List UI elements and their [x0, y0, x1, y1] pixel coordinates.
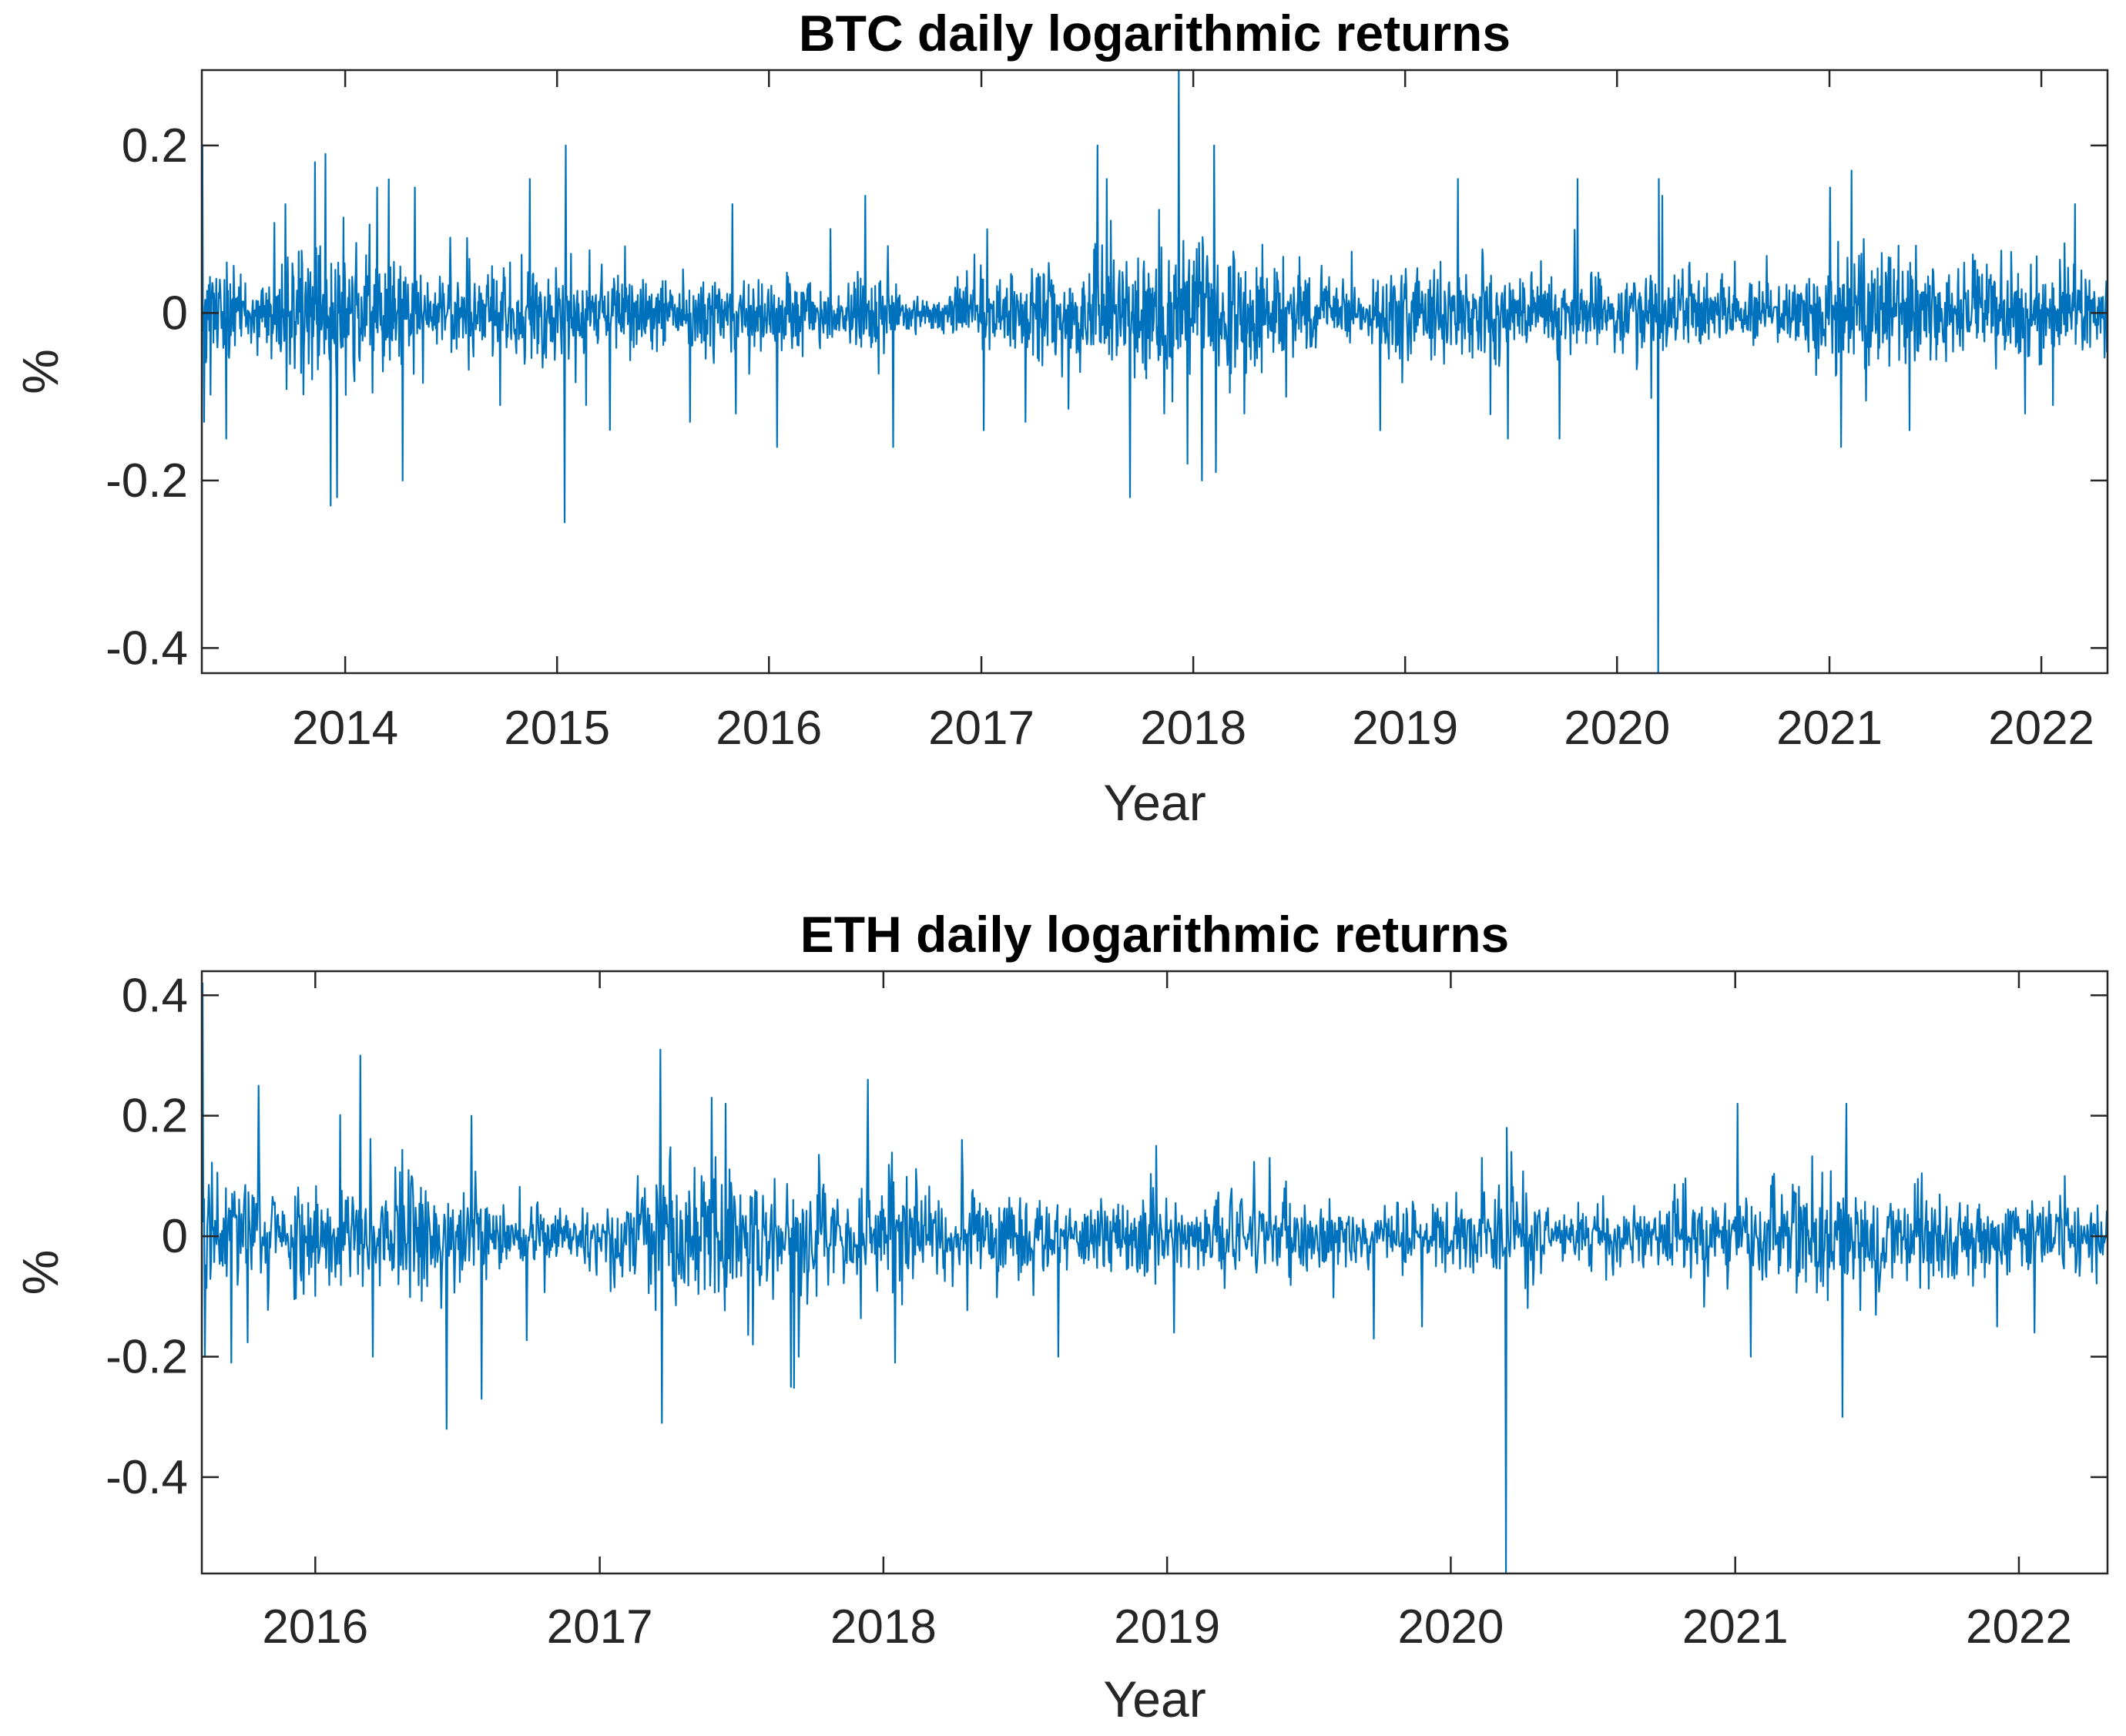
panel-0-xtick-label-2017: 2017: [928, 702, 1034, 755]
panel-0-xlabel: Year: [1103, 774, 1206, 831]
btc-panel: BTC daily logarithmic returns 2014 2015 201…: [12, 5, 2109, 831]
panel-1-ylabel: %: [12, 1250, 69, 1295]
panel-0-xtick-label-2020: 2020: [1564, 702, 1670, 755]
panel-0-xtick-label-2015: 2015: [504, 702, 610, 755]
panel-0-ylabel: %: [12, 349, 69, 394]
panel-0-xtick-label-2014: 2014: [292, 702, 398, 755]
panel-1-ytick-label-4: -0.4: [106, 1451, 188, 1504]
panel-1-xtick-label-2016: 2016: [262, 1600, 368, 1654]
panel-0-xtick-label-2021: 2021: [1776, 702, 1883, 755]
panel-1-ytick-label-0: 0.4: [122, 969, 188, 1022]
panel-1-ytick-label-3: -0.2: [106, 1330, 188, 1383]
panel-1-axes-box: [200, 970, 2109, 1575]
panel-1-xtick-label-2021: 2021: [1682, 1600, 1789, 1654]
panel-1-xtick-label-2017: 2017: [547, 1600, 653, 1654]
panel-0-ytick-label-3: -0.4: [106, 622, 188, 675]
panel-1-series-line: [202, 982, 2108, 1573]
panel-0-title: BTC daily logarithmic returns: [799, 5, 1511, 62]
panel-0-ytick-label-1: 0: [162, 287, 188, 340]
panel-1-ytick-label-1: 0.2: [122, 1090, 188, 1143]
panel-0-ytick-label-0: 0.2: [122, 119, 188, 173]
eth-panel: ETH daily logarithmic returns 2016 2017 201…: [12, 906, 2109, 1728]
panel-0-axes-box: [200, 69, 2109, 675]
panel-1-title: ETH daily logarithmic returns: [800, 906, 1510, 963]
panel-0-ytick-label-2: -0.2: [106, 454, 188, 508]
panel-1-xtick-label-2019: 2019: [1114, 1600, 1220, 1654]
panel-0-series-line: [202, 70, 2108, 673]
panel-1-xtick-label-2018: 2018: [830, 1600, 937, 1654]
panel-1-ytick-label-2: 0: [162, 1210, 188, 1263]
panel-1-xlabel: Year: [1103, 1671, 1206, 1728]
panel-0-xtick-label-2022: 2022: [1988, 702, 2094, 755]
panel-0-xtick-label-2016: 2016: [716, 702, 822, 755]
panel-0-xtick-label-2018: 2018: [1140, 702, 1246, 755]
panel-1-xtick-label-2020: 2020: [1397, 1600, 1504, 1654]
panel-1-xtick-label-2022: 2022: [1966, 1600, 2072, 1654]
panel-0-xtick-label-2019: 2019: [1352, 702, 1458, 755]
